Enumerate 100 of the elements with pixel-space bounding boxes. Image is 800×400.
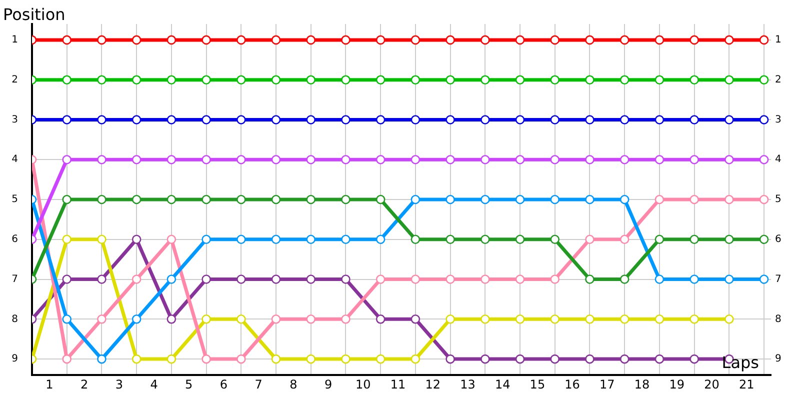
y-tick-label: 1 xyxy=(12,34,18,46)
point xyxy=(236,314,246,324)
y-tick-label: 8 xyxy=(12,314,18,325)
point xyxy=(341,314,350,324)
point xyxy=(376,194,386,204)
point xyxy=(97,234,106,244)
point xyxy=(271,354,281,364)
point xyxy=(132,234,142,244)
point xyxy=(341,274,350,284)
point xyxy=(306,75,316,84)
y-tick-label: 5 xyxy=(12,194,18,206)
point xyxy=(759,274,769,284)
point xyxy=(480,314,490,324)
point xyxy=(236,154,246,164)
point xyxy=(132,35,142,45)
point xyxy=(620,314,630,324)
point xyxy=(480,234,490,244)
point xyxy=(480,354,490,364)
point xyxy=(410,115,420,124)
point xyxy=(166,234,176,244)
point xyxy=(515,314,525,324)
point xyxy=(620,35,630,45)
point xyxy=(585,154,594,164)
point xyxy=(202,75,211,84)
point xyxy=(759,35,769,45)
point xyxy=(759,234,769,244)
point xyxy=(410,75,420,84)
point xyxy=(585,274,594,284)
point xyxy=(724,115,734,124)
point xyxy=(654,354,664,364)
point xyxy=(410,354,420,364)
point xyxy=(62,354,72,364)
point xyxy=(236,354,246,364)
point xyxy=(410,194,420,204)
point xyxy=(654,314,664,324)
point xyxy=(515,234,525,244)
point xyxy=(550,234,560,244)
point xyxy=(341,115,350,124)
point xyxy=(202,154,211,164)
point xyxy=(550,75,560,84)
point xyxy=(690,354,699,364)
point xyxy=(341,354,350,364)
point xyxy=(306,234,316,244)
y-axis-title: Position xyxy=(3,5,66,24)
point xyxy=(410,35,420,45)
point xyxy=(585,354,594,364)
point xyxy=(550,314,560,324)
point xyxy=(620,194,630,204)
point xyxy=(166,115,176,124)
x-tick-label: 7 xyxy=(254,377,262,392)
point xyxy=(759,154,769,164)
point xyxy=(480,154,490,164)
x-tick-label: 8 xyxy=(290,377,298,392)
point xyxy=(620,234,630,244)
point xyxy=(724,274,734,284)
y2-tick-label: 5 xyxy=(775,194,782,206)
point xyxy=(97,274,106,284)
point xyxy=(166,35,176,45)
point xyxy=(724,234,734,244)
point xyxy=(166,194,176,204)
point xyxy=(306,354,316,364)
point xyxy=(62,35,72,45)
y2-tick-label: 4 xyxy=(775,154,782,166)
point xyxy=(550,35,560,45)
point xyxy=(515,75,525,84)
point xyxy=(271,35,281,45)
x-tick-label: 17 xyxy=(600,377,615,392)
point xyxy=(620,274,630,284)
point xyxy=(166,274,176,284)
y-tick-label: 3 xyxy=(12,114,18,126)
point xyxy=(724,35,734,45)
y2-tick-label: 2 xyxy=(775,74,782,86)
point xyxy=(62,75,72,84)
point xyxy=(654,35,664,45)
point xyxy=(759,194,769,204)
point xyxy=(166,314,176,324)
point xyxy=(202,194,211,204)
point xyxy=(446,154,455,164)
point xyxy=(480,75,490,84)
point xyxy=(97,75,106,84)
point xyxy=(585,35,594,45)
point xyxy=(410,154,420,164)
point xyxy=(620,75,630,84)
point xyxy=(690,234,699,244)
point xyxy=(62,115,72,124)
point xyxy=(690,314,699,324)
point xyxy=(62,274,72,284)
point xyxy=(341,35,350,45)
x-tick-label: 6 xyxy=(220,377,228,392)
point xyxy=(446,115,455,124)
point xyxy=(62,194,72,204)
point xyxy=(515,115,525,124)
point xyxy=(690,274,699,284)
point xyxy=(271,194,281,204)
point xyxy=(480,274,490,284)
y2-tick-label: 3 xyxy=(775,114,782,126)
point xyxy=(236,274,246,284)
y2-tick-label: 7 xyxy=(775,274,782,285)
point xyxy=(202,314,211,324)
x-tick-label: 19 xyxy=(669,377,685,392)
